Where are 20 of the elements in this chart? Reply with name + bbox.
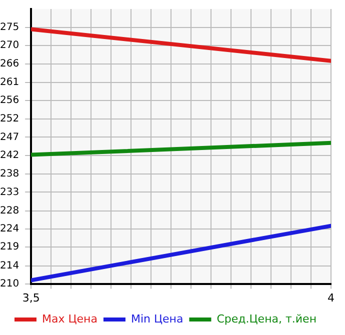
y-tick-label: 219 (0, 242, 20, 253)
y-tick-label: 261 (0, 76, 20, 88)
y-tick-label: 214 (0, 260, 20, 272)
legend-label: Сред.Цена, т.йен (216, 312, 317, 326)
y-tick-label: 238 (0, 168, 20, 180)
y-tick-label: 242 (0, 150, 20, 162)
legend-label: Max Цена (42, 312, 98, 326)
y-tick-label: 224 (0, 223, 20, 234)
y-tick-label: 210 (0, 278, 20, 290)
legend-label: Min Цена (130, 312, 184, 326)
y-tick-label: 270 (0, 40, 20, 52)
y-tick-label: 275 (0, 22, 20, 33)
y-tick-label: 247 (0, 132, 20, 143)
y-tick-label: 228 (0, 205, 20, 216)
y-tick-label: 233 (0, 186, 20, 198)
x-tick-label: 3,5 (22, 291, 40, 304)
y-tick-label: 256 (0, 95, 20, 106)
y-tick-label: 266 (0, 58, 20, 70)
y-tick-label: 252 (0, 113, 20, 124)
x-tick-label: 4 (328, 291, 334, 304)
